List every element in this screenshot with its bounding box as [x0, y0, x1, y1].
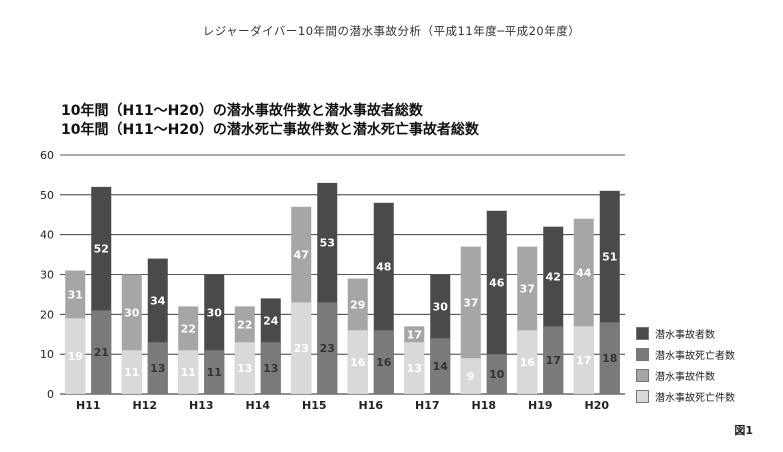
chart-top-title: レジャーダイバー10年間の潜水事故分析（平成11年度─平成20年度） [202, 24, 581, 38]
bar-segment [573, 326, 594, 394]
data-label: 13 [150, 362, 165, 375]
bar-segment [204, 350, 225, 394]
bar-segment [121, 350, 142, 394]
data-label: 46 [489, 276, 505, 289]
bar-segment [599, 322, 620, 394]
bar-segment [373, 330, 394, 394]
legend-swatch [636, 327, 649, 340]
figure-label: 図1 [734, 424, 753, 437]
data-label: 22 [181, 322, 196, 335]
y-tick-label: 20 [40, 308, 54, 321]
bar-segment [347, 330, 368, 394]
legend-item: 潜水事故死亡件数 [636, 386, 735, 407]
x-tick-label: H12 [132, 399, 157, 412]
data-label: 31 [68, 288, 83, 301]
bar-segment [317, 302, 338, 394]
data-label: 37 [463, 296, 478, 309]
y-tick-label: 0 [47, 388, 54, 401]
legend-swatch [636, 369, 649, 382]
legend-label: 潜水事故死亡件数 [655, 393, 735, 404]
data-label: 52 [94, 243, 109, 256]
data-label: 53 [320, 237, 335, 250]
legend-item: 潜水事故件数 [636, 365, 735, 386]
data-label: 13 [237, 362, 252, 375]
data-label: 47 [294, 249, 309, 262]
x-tick-label: H11 [76, 399, 101, 412]
data-label: 11 [181, 366, 196, 379]
legend-item: 潜水事故死亡者数 [636, 344, 735, 365]
chart-heading-2: 10年間（H11～H20）の潜水死亡事故件数と潜水死亡事故者総数 [61, 122, 479, 138]
legend-label: 潜水事故者数 [655, 330, 715, 341]
x-tick-label: H20 [584, 399, 609, 412]
x-tick-label: H14 [245, 399, 270, 412]
bar-segment [291, 302, 312, 394]
bar-segment [65, 318, 86, 394]
bar-segment [234, 342, 255, 394]
data-label: 19 [68, 350, 83, 363]
data-label: 11 [124, 366, 139, 379]
x-tick-label: H16 [358, 399, 383, 412]
data-label: 30 [433, 300, 449, 313]
data-label: 22 [237, 318, 252, 331]
data-label: 9 [467, 370, 475, 383]
bar-segment [543, 326, 564, 394]
data-label: 51 [602, 251, 617, 264]
data-label: 11 [207, 366, 222, 379]
legend-label: 潜水事故件数 [655, 372, 715, 383]
bar-segment [178, 350, 199, 394]
y-tick-label: 10 [40, 348, 54, 361]
bar-segment [486, 354, 507, 394]
data-label: 21 [94, 346, 109, 359]
data-label: 29 [350, 298, 365, 311]
chart-heading-1: 10年間（H11～H20）の潜水事故件数と潜水事故者総数 [61, 103, 423, 119]
legend-swatch [636, 348, 649, 361]
y-tick-label: 60 [40, 149, 54, 162]
data-label: 37 [520, 282, 535, 295]
bar-segment [486, 210, 507, 394]
bar-segment [260, 342, 281, 394]
data-label: 13 [263, 362, 278, 375]
data-label: 16 [350, 356, 366, 369]
x-tick-label: H13 [189, 399, 214, 412]
bar-segment [460, 358, 481, 394]
legend-swatch [636, 390, 649, 403]
x-tick-label: H17 [415, 399, 440, 412]
data-label: 17 [576, 354, 591, 367]
x-tick-label: H18 [471, 399, 496, 412]
data-label: 17 [407, 328, 422, 341]
bar-segment [404, 342, 425, 394]
data-label: 16 [520, 356, 536, 369]
y-tick-label: 30 [40, 269, 54, 282]
data-label: 48 [376, 261, 391, 274]
bar-segment [460, 246, 481, 394]
y-tick-label: 50 [40, 189, 54, 202]
bar-segment [517, 330, 538, 394]
data-label: 18 [602, 352, 617, 365]
data-label: 23 [320, 342, 335, 355]
x-tick-label: H15 [302, 399, 327, 412]
data-label: 17 [546, 354, 561, 367]
chart-legend: 潜水事故者数潜水事故死亡者数 潜水事故件数潜水事故死亡件数 [636, 323, 735, 407]
bar-segment [91, 310, 112, 394]
data-label: 34 [150, 294, 166, 307]
data-label: 23 [294, 342, 309, 355]
y-tick-label: 40 [40, 229, 54, 242]
data-label: 10 [489, 368, 505, 381]
data-label: 30 [207, 306, 223, 319]
legend-label: 潜水事故死亡者数 [655, 351, 735, 362]
data-label: 44 [576, 267, 592, 280]
data-label: 13 [407, 362, 422, 375]
data-label: 14 [433, 360, 449, 373]
legend-item: 潜水事故者数 [636, 323, 735, 344]
bar-segment [430, 338, 451, 394]
x-tick-label: H19 [528, 399, 553, 412]
data-label: 24 [263, 314, 279, 327]
data-label: 30 [124, 306, 140, 319]
bar-segment [147, 342, 168, 394]
data-label: 16 [376, 356, 392, 369]
data-label: 42 [546, 270, 561, 283]
